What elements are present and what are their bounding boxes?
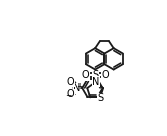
Text: +: + xyxy=(76,82,82,91)
Text: N: N xyxy=(92,77,100,87)
Text: O: O xyxy=(67,77,74,87)
Text: O: O xyxy=(101,70,109,80)
Text: O: O xyxy=(67,89,74,99)
Text: S: S xyxy=(97,93,103,103)
Text: N: N xyxy=(73,83,80,93)
Text: S: S xyxy=(92,70,98,80)
Text: O: O xyxy=(81,70,89,80)
Text: −: − xyxy=(65,91,71,100)
